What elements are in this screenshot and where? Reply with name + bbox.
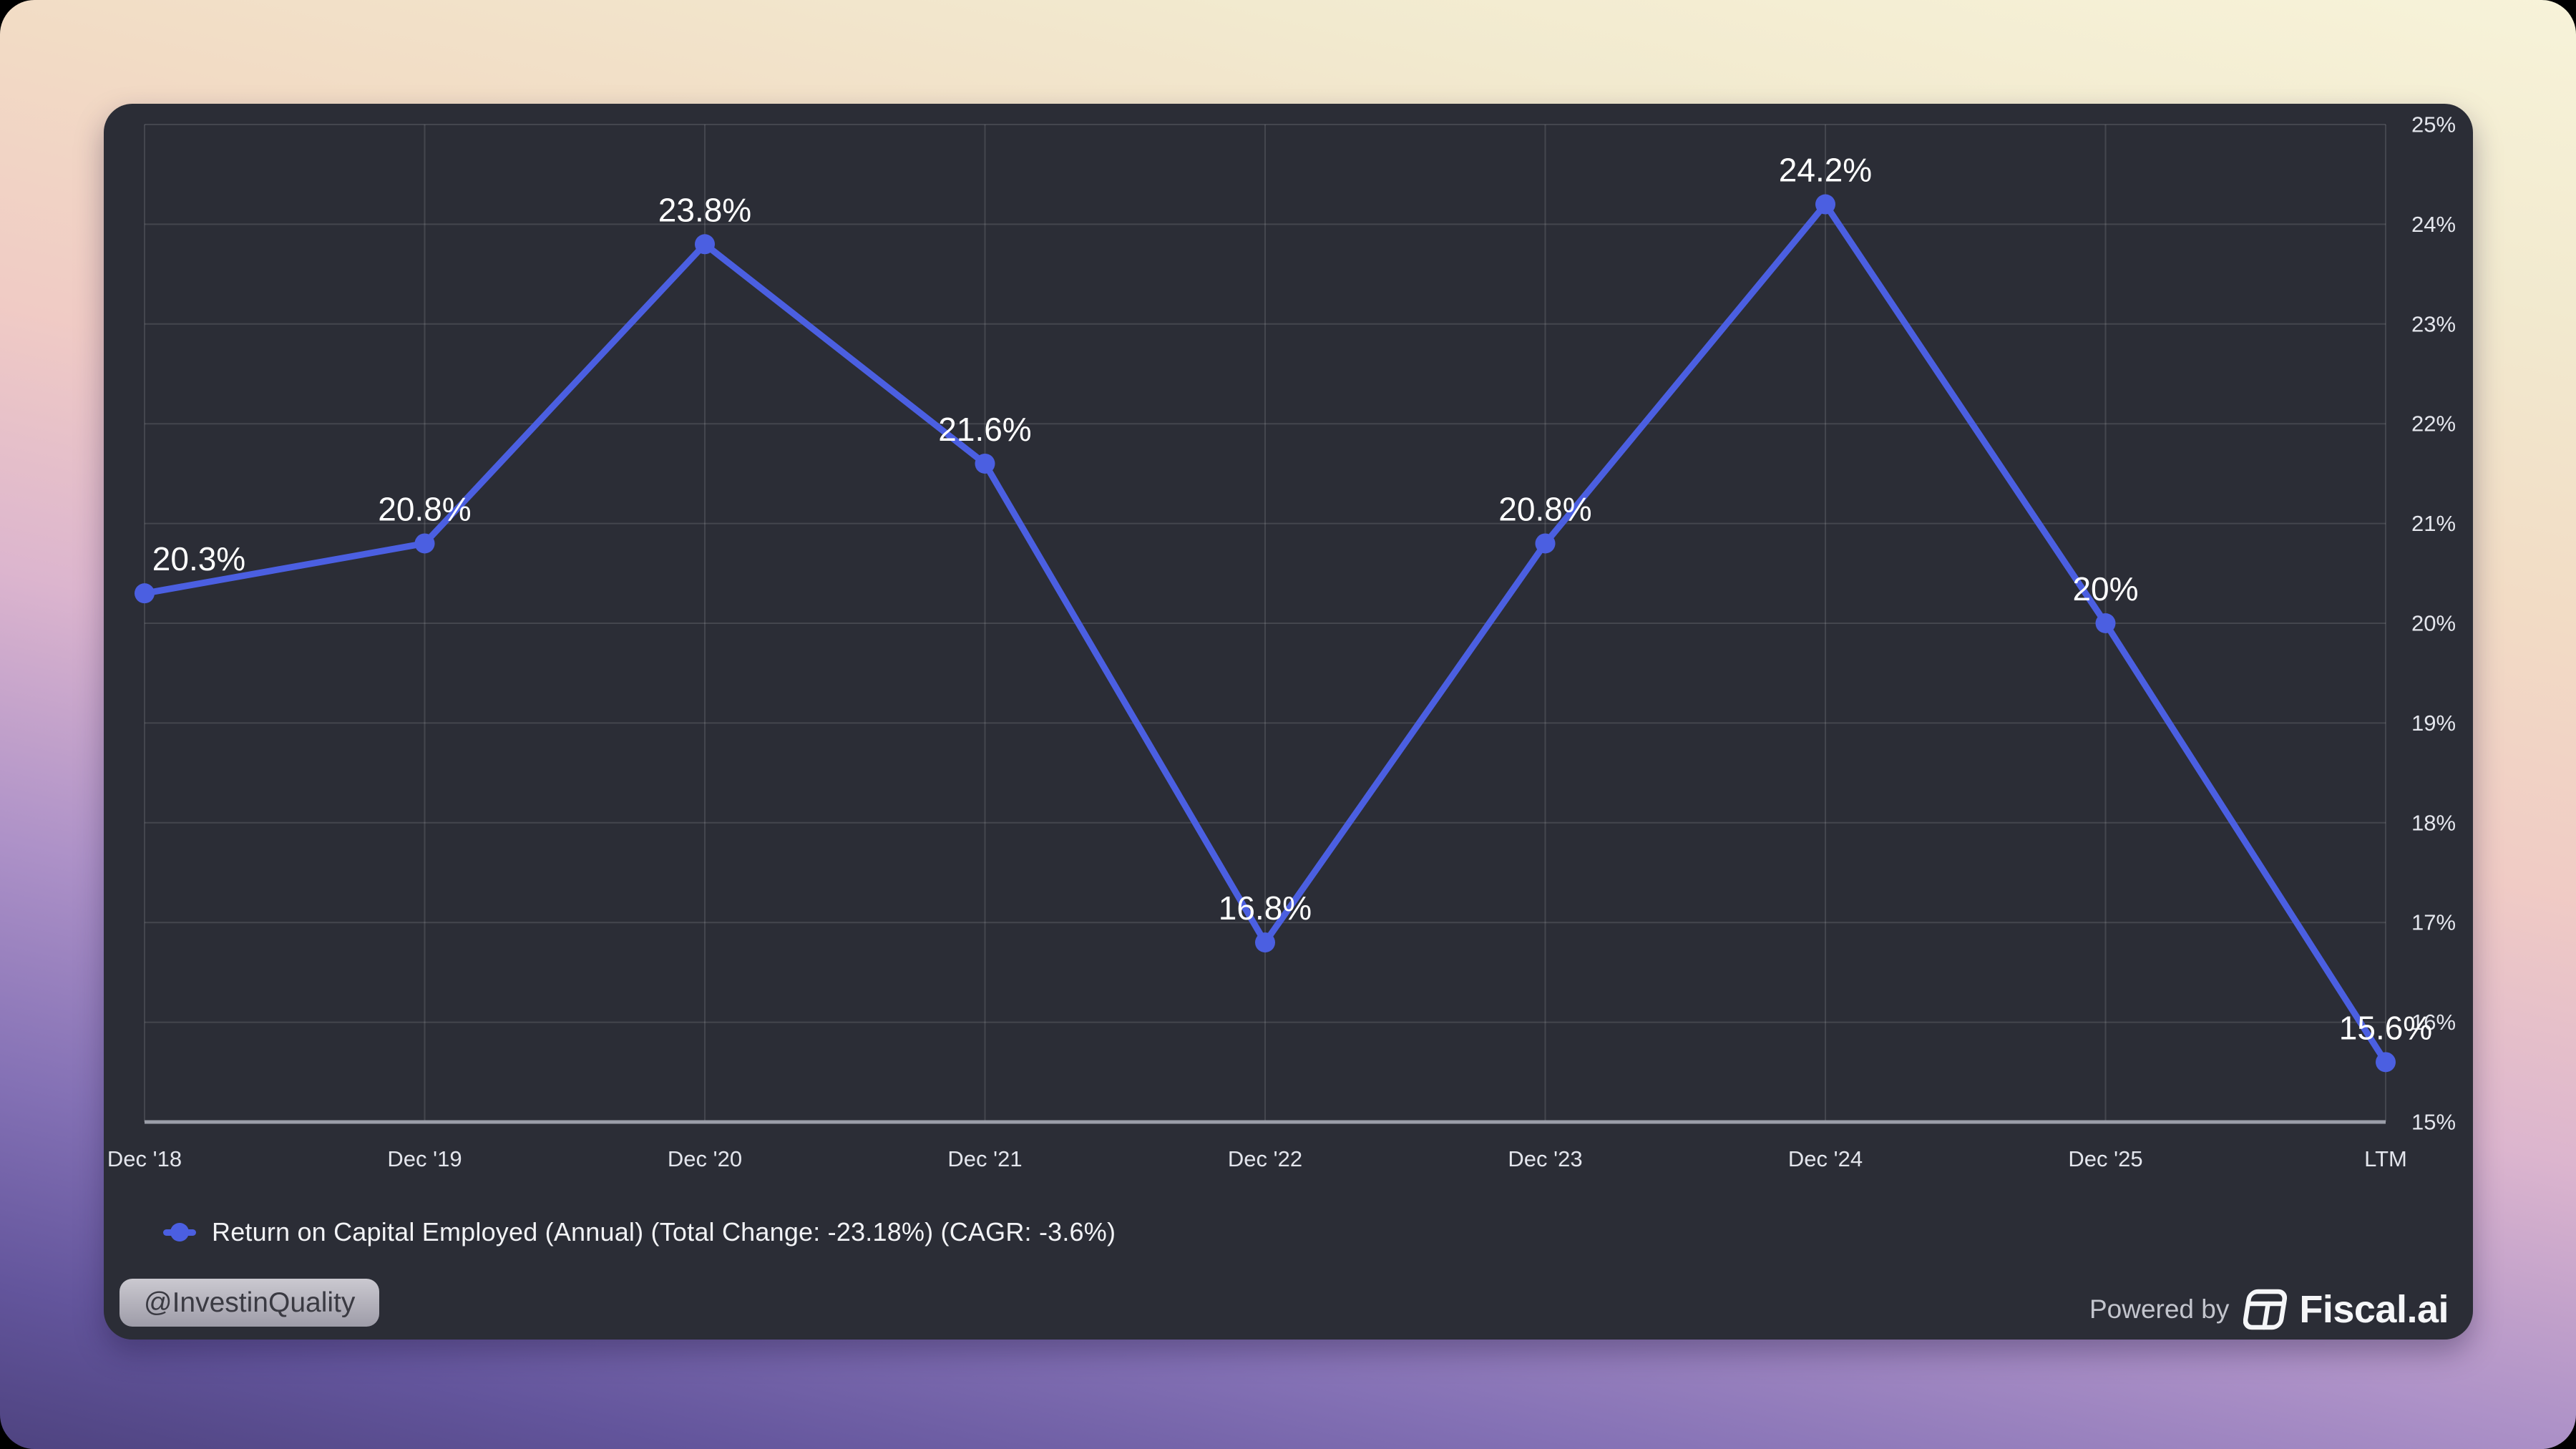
data-label: 16.8% bbox=[1219, 889, 1312, 927]
y-tick-label: 22% bbox=[2411, 411, 2456, 436]
data-point[interactable] bbox=[695, 234, 715, 255]
y-tick-label: 15% bbox=[2411, 1110, 2456, 1135]
x-tick-label: Dec '20 bbox=[668, 1146, 742, 1171]
x-tick-label: Dec '18 bbox=[107, 1146, 182, 1171]
legend-label: Return on Capital Employed (Annual) (Tot… bbox=[212, 1217, 1116, 1246]
watermark-badge: @InvestinQuality bbox=[119, 1279, 380, 1327]
y-tick-label: 23% bbox=[2411, 311, 2456, 336]
data-point[interactable] bbox=[1255, 932, 1275, 953]
y-tick-label: 20% bbox=[2411, 611, 2456, 636]
x-tick-label: Dec '19 bbox=[387, 1146, 462, 1171]
x-tick-label: LTM bbox=[2364, 1146, 2407, 1171]
data-point[interactable] bbox=[1815, 194, 1835, 215]
y-tick-label: 19% bbox=[2411, 711, 2456, 736]
data-label: 20.8% bbox=[378, 490, 471, 527]
legend-item[interactable]: Return on Capital Employed (Annual) (Tot… bbox=[163, 1213, 1116, 1252]
data-point[interactable] bbox=[135, 583, 155, 604]
y-tick-label: 16% bbox=[2411, 1010, 2456, 1035]
data-label: 15.6% bbox=[2339, 1009, 2432, 1046]
x-tick-label: Dec '22 bbox=[1228, 1146, 1302, 1171]
data-point[interactable] bbox=[2095, 613, 2116, 633]
chart-card: 15% 16% 17% 18% 19% 20% 21% 22% 23% 24% 25% Dec '18… bbox=[104, 104, 2473, 1340]
powered-by-label: Powered by bbox=[2089, 1294, 2230, 1324]
data-label: 24.2% bbox=[1779, 152, 1872, 189]
data-point[interactable] bbox=[975, 453, 995, 474]
y-tick-label: 24% bbox=[2411, 212, 2456, 237]
data-point[interactable] bbox=[414, 533, 435, 554]
watermark-text: @InvestinQuality bbox=[144, 1287, 356, 1318]
x-tick-label: Dec '21 bbox=[947, 1146, 1022, 1171]
data-label: 20% bbox=[2072, 570, 2138, 608]
x-tick-label: Dec '23 bbox=[1508, 1146, 1582, 1171]
line-chart: 15% 16% 17% 18% 19% 20% 21% 22% 23% 24% 25% Dec '18… bbox=[107, 112, 2456, 1172]
x-tick-label: Dec '25 bbox=[2068, 1146, 2142, 1171]
legend-dot-icon bbox=[170, 1223, 189, 1241]
brand-row: Fiscal.ai bbox=[2243, 1287, 2449, 1332]
fiscal-logo-icon bbox=[2243, 1289, 2288, 1330]
brand-name: Fiscal.ai bbox=[2299, 1288, 2449, 1331]
data-label: 21.6% bbox=[938, 411, 1031, 448]
data-label: 23.8% bbox=[658, 191, 751, 228]
data-label: 20.3% bbox=[152, 540, 245, 577]
y-tick-label: 25% bbox=[2411, 112, 2456, 137]
x-tick-label: Dec '24 bbox=[1788, 1146, 1863, 1171]
y-tick-label: 21% bbox=[2411, 511, 2456, 536]
y-tick-label: 18% bbox=[2411, 810, 2456, 835]
y-tick-label: 17% bbox=[2411, 910, 2456, 935]
powered-by-link[interactable]: Powered by Fiscal.ai bbox=[2089, 1282, 2449, 1337]
data-point[interactable] bbox=[1535, 533, 1556, 554]
data-label: 20.8% bbox=[1498, 490, 1591, 527]
data-point[interactable] bbox=[2376, 1052, 2396, 1073]
legend-line-marker bbox=[163, 1223, 196, 1241]
